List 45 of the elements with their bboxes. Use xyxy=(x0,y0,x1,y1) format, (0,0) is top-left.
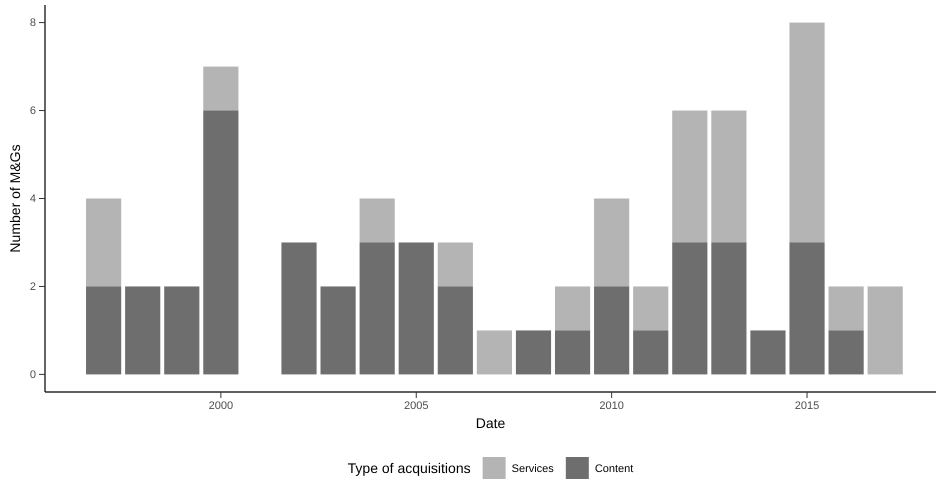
bar xyxy=(750,330,786,374)
bar xyxy=(320,286,356,374)
legend-title: Type of acquisitions xyxy=(348,460,471,476)
bar xyxy=(672,110,708,242)
bar xyxy=(868,286,903,374)
y-tick-label: 6 xyxy=(30,105,36,118)
bar xyxy=(281,242,317,374)
bar xyxy=(438,242,473,286)
bar xyxy=(789,22,825,242)
x-tick-label: 2000 xyxy=(208,400,234,412)
bar xyxy=(594,198,630,286)
legend-label: Services xyxy=(512,462,554,475)
bar xyxy=(516,330,552,374)
bar xyxy=(594,286,630,374)
x-tick-label: 2005 xyxy=(404,400,428,412)
y-tick-label: 2 xyxy=(30,280,36,293)
bar xyxy=(398,242,434,374)
legend-label: Content xyxy=(594,462,634,475)
bar xyxy=(828,286,864,330)
bar xyxy=(476,330,512,374)
y-tick-label: 0 xyxy=(30,368,36,381)
bar xyxy=(828,330,864,374)
bar xyxy=(86,286,122,374)
y-tick-label: 8 xyxy=(30,17,36,30)
x-axis-title: Date xyxy=(476,415,506,431)
bar xyxy=(203,110,238,374)
bar xyxy=(633,330,668,374)
x-tick-label: 2010 xyxy=(599,400,624,412)
y-tick-label: 4 xyxy=(30,193,36,206)
bar xyxy=(125,286,160,374)
bar xyxy=(360,242,395,374)
bar xyxy=(86,198,122,286)
bar xyxy=(554,330,590,374)
bar xyxy=(164,286,200,374)
x-tick-label: 2015 xyxy=(794,400,820,412)
bar xyxy=(554,286,590,330)
bar xyxy=(438,286,473,374)
bar xyxy=(672,242,708,374)
bar xyxy=(789,242,825,374)
bar xyxy=(360,198,395,242)
bar xyxy=(633,286,668,330)
bar xyxy=(711,242,746,374)
bar xyxy=(711,110,746,242)
y-axis-title: Number of M&Gs xyxy=(7,144,23,253)
bar xyxy=(203,66,238,111)
